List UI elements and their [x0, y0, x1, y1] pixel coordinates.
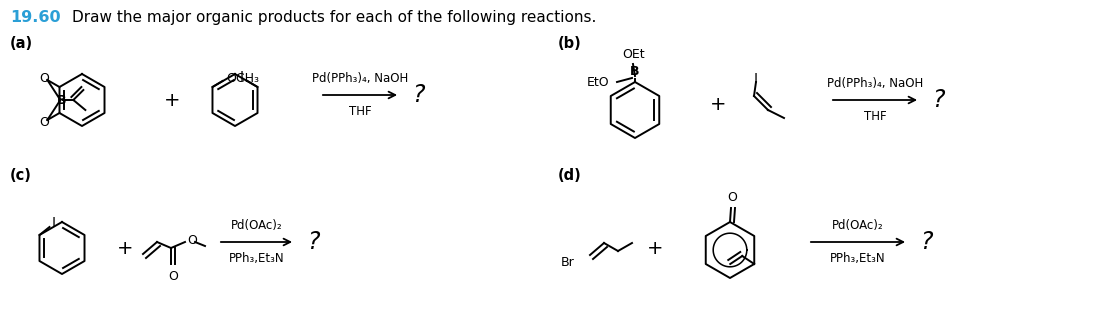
Text: OEt: OEt — [623, 48, 645, 61]
Text: ?: ? — [932, 88, 944, 112]
Text: ?: ? — [920, 230, 933, 254]
Text: Pd(OAc)₂: Pd(OAc)₂ — [832, 219, 884, 232]
Text: +: + — [117, 239, 133, 257]
Text: (a): (a) — [10, 36, 33, 51]
Text: I: I — [754, 72, 758, 86]
Text: +: + — [163, 90, 180, 110]
Text: Pd(OAc)₂: Pd(OAc)₂ — [230, 219, 282, 232]
Text: THF: THF — [349, 105, 371, 118]
Text: THF: THF — [864, 110, 886, 123]
Text: ?: ? — [307, 230, 319, 254]
Text: B: B — [57, 94, 66, 106]
Text: O: O — [168, 270, 178, 283]
Text: +: + — [647, 239, 663, 257]
Text: Draw the major organic products for each of the following reactions.: Draw the major organic products for each… — [72, 10, 596, 25]
Text: PPh₃,Et₃N: PPh₃,Et₃N — [229, 252, 285, 265]
Text: (d): (d) — [558, 168, 582, 183]
Text: O: O — [727, 191, 737, 204]
Text: Pd(PPh₃)₄, NaOH: Pd(PPh₃)₄, NaOH — [827, 77, 923, 90]
Text: O: O — [187, 234, 197, 246]
Text: B: B — [631, 65, 639, 78]
Text: I: I — [51, 216, 56, 230]
Text: I: I — [239, 70, 244, 84]
Text: Pd(PPh₃)₄, NaOH: Pd(PPh₃)₄, NaOH — [311, 72, 408, 85]
Text: 19.60: 19.60 — [10, 10, 61, 25]
Text: ?: ? — [413, 83, 425, 107]
Text: PPh₃,Et₃N: PPh₃,Et₃N — [831, 252, 886, 265]
Text: (b): (b) — [558, 36, 582, 51]
Text: OCH₃: OCH₃ — [227, 72, 259, 84]
Text: O: O — [39, 116, 49, 128]
Text: (c): (c) — [10, 168, 32, 183]
Text: +: + — [709, 95, 726, 115]
Text: EtO: EtO — [586, 75, 609, 89]
Text: O: O — [39, 72, 49, 84]
Text: Br: Br — [562, 257, 575, 269]
